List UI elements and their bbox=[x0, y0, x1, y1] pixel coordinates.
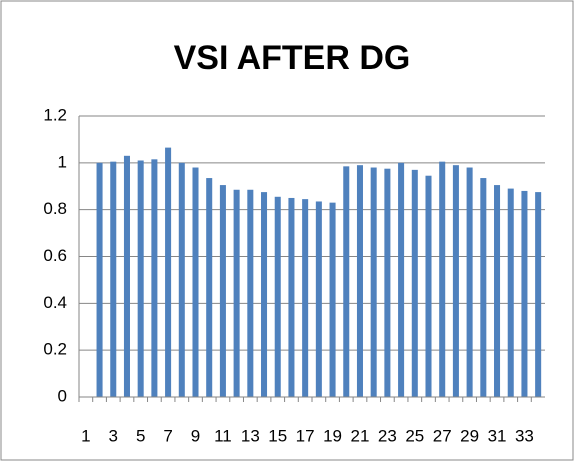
bar bbox=[466, 167, 473, 397]
bar bbox=[343, 166, 350, 397]
bar bbox=[452, 165, 459, 397]
x-tick-label: 5 bbox=[136, 426, 145, 445]
bar bbox=[192, 167, 199, 397]
y-tick-label: 0.8 bbox=[43, 199, 67, 218]
bar bbox=[288, 197, 295, 397]
x-tick-label: 15 bbox=[268, 426, 287, 445]
bar bbox=[494, 185, 501, 397]
bar bbox=[329, 202, 336, 397]
x-tick-label: 11 bbox=[214, 426, 232, 445]
x-tick-label: 31 bbox=[488, 426, 507, 445]
bar bbox=[165, 147, 172, 397]
y-tick-label: 1.2 bbox=[43, 105, 67, 124]
bar bbox=[110, 161, 117, 397]
bar bbox=[370, 167, 377, 397]
bar bbox=[96, 162, 103, 397]
y-tick-label: 1 bbox=[58, 152, 67, 171]
x-tick-label: 19 bbox=[323, 426, 342, 445]
x-tick-label: 1 bbox=[81, 426, 90, 445]
y-tick-label: 0.6 bbox=[43, 246, 67, 265]
bar bbox=[315, 201, 322, 397]
bar bbox=[425, 175, 432, 397]
x-tick-label: 3 bbox=[109, 426, 118, 445]
bar bbox=[274, 196, 281, 397]
x-tick-label: 21 bbox=[351, 426, 370, 445]
x-tick-label: 9 bbox=[191, 426, 200, 445]
bar bbox=[480, 178, 487, 397]
bar bbox=[178, 162, 185, 397]
bar bbox=[261, 192, 268, 397]
chart-title: VSI AFTER DG bbox=[174, 39, 411, 77]
bar bbox=[151, 159, 158, 397]
bar bbox=[123, 155, 130, 397]
x-tick-label: 27 bbox=[433, 426, 452, 445]
bar bbox=[356, 165, 363, 397]
bar bbox=[507, 188, 514, 397]
x-tick-label: 29 bbox=[460, 426, 479, 445]
x-tick-label: 17 bbox=[296, 426, 315, 445]
y-tick-label: 0.4 bbox=[43, 293, 67, 312]
bar bbox=[398, 162, 405, 397]
x-tick-label: 25 bbox=[405, 426, 424, 445]
x-tick-label: 7 bbox=[163, 426, 172, 445]
y-tick-label: 0 bbox=[58, 386, 67, 405]
bar bbox=[206, 178, 213, 397]
bar bbox=[302, 199, 309, 397]
bar bbox=[247, 189, 254, 397]
x-tick-label: 13 bbox=[241, 426, 260, 445]
bar bbox=[137, 160, 144, 397]
bar bbox=[439, 161, 446, 397]
x-tick-label: 23 bbox=[378, 426, 397, 445]
x-tick-label: 33 bbox=[515, 426, 534, 445]
bar bbox=[384, 168, 391, 397]
bar bbox=[521, 190, 528, 397]
bar bbox=[535, 192, 542, 397]
bar bbox=[233, 189, 240, 397]
bar bbox=[411, 169, 418, 397]
bar bbox=[219, 185, 226, 397]
y-tick-label: 0.2 bbox=[43, 340, 67, 359]
